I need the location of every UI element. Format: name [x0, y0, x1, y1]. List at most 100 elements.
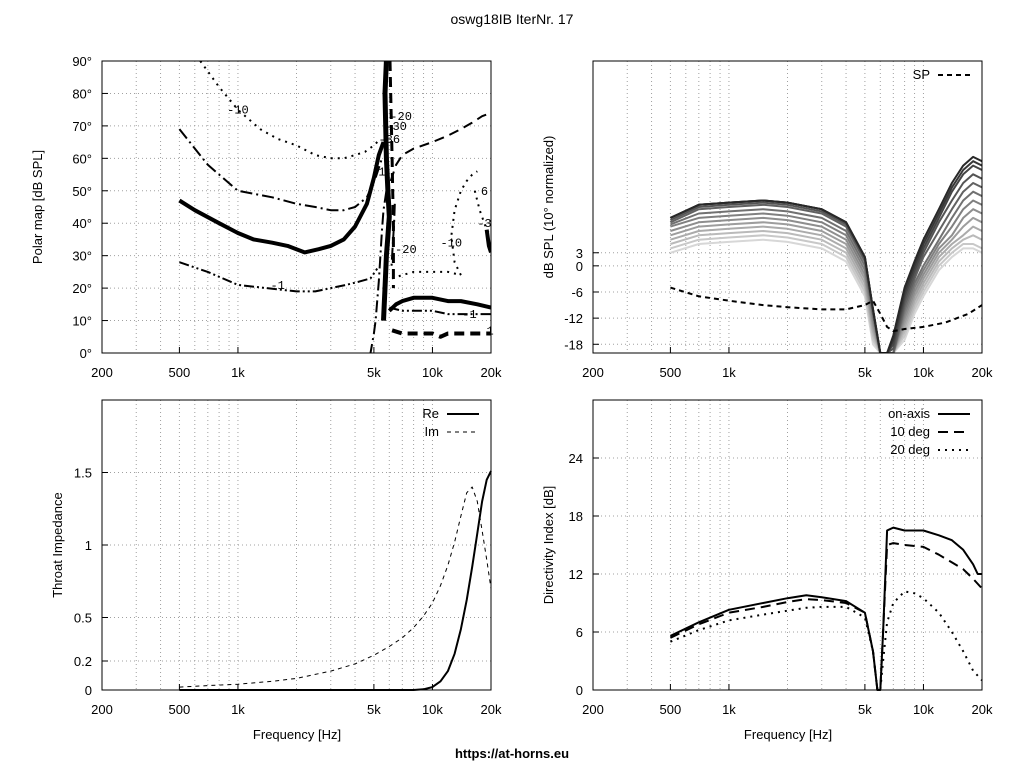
contour-label: -3 [477, 217, 491, 231]
x-tick-label: 200 [582, 702, 604, 717]
legend-label: 10 deg [890, 424, 930, 439]
x-tick-label: 5k [367, 702, 381, 717]
y-tick-label: -18 [564, 337, 583, 352]
y-tick-label: 0 [85, 683, 92, 698]
legend-label: SP [913, 67, 930, 82]
contour-line [178, 128, 383, 212]
contour-line [381, 61, 392, 321]
y-tick-label: 6 [576, 625, 583, 640]
x-tick-label: 10k [913, 702, 934, 717]
contour-label: -1 [270, 279, 284, 293]
x-tick-label: 200 [91, 702, 113, 717]
y-tick-label: 24 [569, 451, 583, 466]
y-tick-label: 1 [85, 538, 92, 553]
y-tick-label: 10° [72, 314, 92, 329]
spl-angle-curve [670, 208, 982, 353]
di-curve [669, 542, 983, 691]
plot-border [592, 60, 983, 354]
y-tick-label: 0° [80, 346, 92, 361]
contour-label: -36 [378, 133, 400, 147]
y-tick-label: 18 [569, 509, 583, 524]
plot-border [101, 60, 492, 354]
contour-label: -30 [385, 120, 407, 134]
contour-line [391, 270, 462, 280]
y-tick-label: 3 [576, 246, 583, 261]
x-tick-label: 200 [91, 365, 113, 380]
x-tick-label: 10k [913, 365, 934, 380]
spl-angle-curve [669, 155, 982, 353]
legend-label: Im [425, 424, 439, 439]
figure-title: oswg18IB IterNr. 17 [451, 11, 574, 27]
spl-angle-curve [670, 225, 982, 353]
spl-angle-curve [670, 230, 982, 353]
di-y-axis-title: Directivity Index [dB] [541, 486, 556, 605]
x-tick-label: 20k [481, 702, 502, 717]
contour-label: 1 [378, 165, 385, 179]
contour-label: -10 [227, 104, 249, 118]
spl-angle-curve [670, 190, 982, 353]
directivity-chart: Directivity Index [dB] Frequency [Hz] 20… [541, 399, 993, 742]
contour-line [388, 61, 395, 289]
x-tick-label: 1k [231, 702, 245, 717]
x-tick-label: 20k [972, 702, 993, 717]
x-tick-label: 10k [422, 365, 443, 380]
y-tick-label: 60° [72, 151, 92, 166]
x-tick-label: 20k [481, 365, 502, 380]
x-tick-label: 500 [660, 702, 682, 717]
sp-curve [670, 286, 982, 333]
x-tick-label: 10k [422, 702, 443, 717]
impedance-plot-area: 200 500 1k 5k 10k 20k 0 0.2 0.5 1 1.5 Re Im [74, 399, 502, 717]
contour-label: -1 [462, 308, 476, 322]
contour-label: -20 [395, 243, 417, 257]
contour-line [389, 306, 491, 316]
x-tick-label: 500 [169, 702, 191, 717]
spl-angle-curve [670, 238, 982, 353]
polar-y-axis-title: Polar map [dB SPL] [30, 150, 45, 264]
y-tick-label: -6 [571, 285, 583, 300]
y-tick-label: 40° [72, 216, 92, 231]
contour-line [391, 328, 491, 339]
impedance-y-axis-title: Throat Impedance [50, 492, 65, 598]
polar-plot-area: 200 500 1k 5k 10k 20k 0° 10° 20° 30° 40° 50° 60° 70° 8… [72, 54, 502, 380]
legend-label: 20 deg [890, 442, 930, 457]
contour-line [389, 111, 491, 182]
x-tick-label: 1k [722, 365, 736, 380]
x-tick-label: 1k [231, 365, 245, 380]
legend-label: on-axis [888, 406, 930, 421]
contour-line [484, 229, 491, 254]
y-tick-label: 70° [72, 119, 92, 134]
polar-map-chart: Polar map [dB SPL] 200 500 1k 5k 10k 20k 0° 10°… [30, 54, 502, 380]
impedance-curve [179, 486, 492, 688]
spl-curves [669, 155, 982, 353]
spl-angle-curve [670, 216, 982, 353]
x-tick-label: 5k [367, 365, 381, 380]
x-tick-label: 500 [660, 365, 682, 380]
y-tick-label: 0 [576, 259, 583, 274]
legend-label: Re [422, 406, 439, 421]
y-tick-label: -12 [564, 311, 583, 326]
plot-border [101, 399, 492, 691]
contour-line [369, 190, 388, 353]
grid-lines [101, 400, 492, 691]
spl-y-axis-title: dB SPL (10° normalized) [541, 136, 556, 279]
y-tick-label: 20° [72, 281, 92, 296]
contour-line [387, 295, 491, 313]
y-tick-label: 12 [569, 567, 583, 582]
y-tick-label: 80° [72, 86, 92, 101]
spl-chart: dB SPL (10° normalized) 200 500 1k 5k 10k 20k… [541, 60, 993, 380]
contour-label: 1 [487, 324, 494, 338]
y-tick-label: 30° [72, 249, 92, 264]
y-tick-label: 1.5 [74, 466, 92, 481]
y-tick-label: 90° [72, 54, 92, 69]
x-tick-label: 20k [972, 365, 993, 380]
grid-lines [101, 60, 492, 354]
impedance-x-axis-title: Frequency [Hz] [253, 727, 341, 742]
footer-url: https://at-horns.eu [455, 746, 569, 761]
x-tick-label: 500 [169, 365, 191, 380]
y-tick-label: 0.2 [74, 654, 92, 669]
di-curve [669, 526, 982, 691]
impedance-chart: Throat Impedance Frequency [Hz] 200 500 1k… [50, 399, 502, 742]
impedance-curve [179, 470, 492, 691]
di-x-axis-title: Frequency [Hz] [744, 727, 832, 742]
contour-line [179, 261, 379, 293]
